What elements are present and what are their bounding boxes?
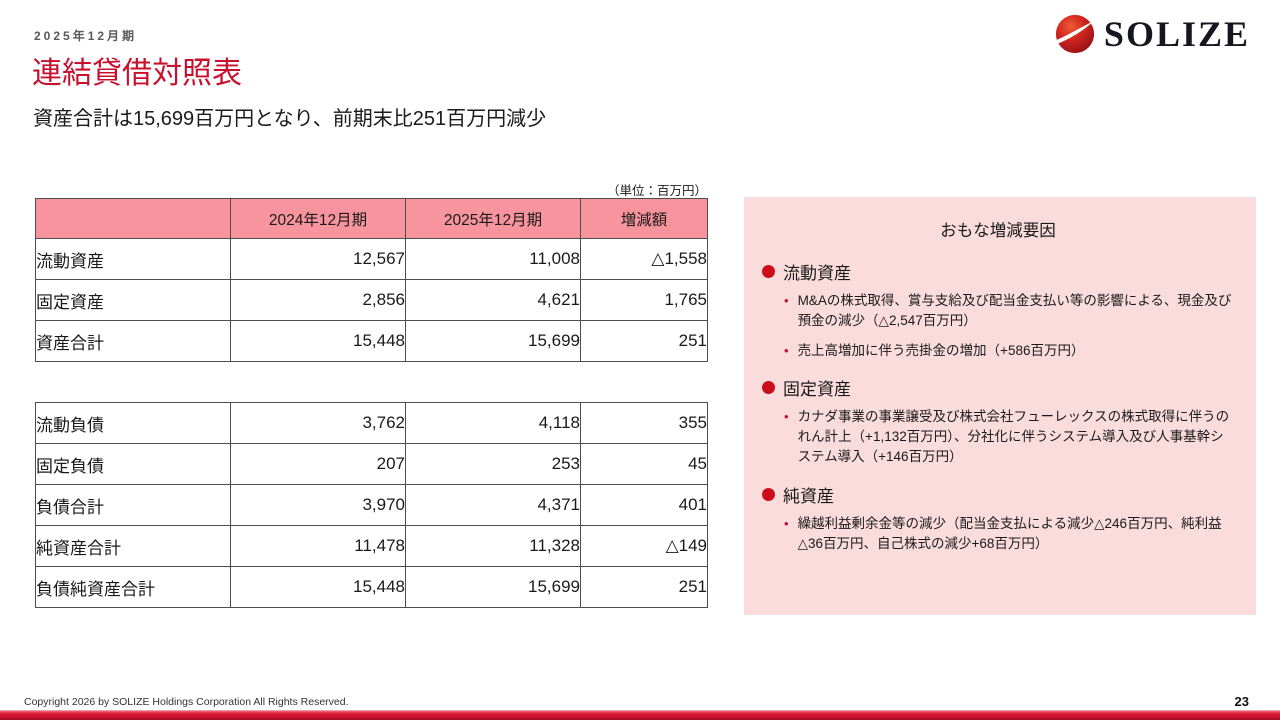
factors-panel-title: おもな増減要因: [940, 222, 1056, 240]
row-label: 負債純資産合計: [35, 566, 231, 608]
change-value: 355: [580, 402, 708, 444]
factor-bullet-text: カナダ事業の事業譲受及び株式会社フューレックスの株式取得に伴うのれん計上（+1,…: [797, 408, 1230, 465]
row-label: 資産合計: [35, 320, 231, 362]
page-number: 23: [1234, 694, 1249, 709]
fy2024-value: 207: [230, 443, 406, 485]
bullet-dot-icon: •: [784, 342, 789, 358]
page-title: 連結貸借対照表: [32, 57, 242, 90]
row-label: 純資産合計: [35, 525, 231, 567]
bottom-accent-bar: [0, 710, 1280, 720]
fy2025-value: 11,328: [405, 525, 581, 567]
change-value: 251: [580, 320, 708, 362]
red-disc-bullet-icon: [762, 265, 775, 278]
col-header-change: 増減額: [580, 198, 708, 239]
fy2024-value: 3,762: [230, 402, 406, 444]
fy2024-value: 12,567: [230, 238, 406, 280]
fy2024-value: 11,478: [230, 525, 406, 567]
table-row: 固定負債 207 253 45: [35, 443, 708, 485]
factor-section-fixed-assets: 固定資産: [762, 375, 1234, 400]
bullet-dot-icon: •: [784, 293, 789, 308]
change-value: 1,765: [580, 279, 708, 321]
table-row: 流動負債 3,762 4,118 355: [35, 402, 708, 444]
fy2025-value: 15,699: [405, 320, 581, 362]
company-logo: SOLIZE: [1054, 13, 1250, 55]
change-value: 401: [580, 484, 708, 526]
factor-bullet: • 売上高増加に伴う売掛金の増加（+586百万円）: [784, 341, 1234, 361]
table-row: 固定資産 2,856 4,621 1,765: [35, 279, 708, 321]
factor-bullet: • M&Aの株式取得、賞与支給及び配当金支払い等の影響による、現金及び預金の減少…: [784, 291, 1234, 332]
fy2024-value: 2,856: [230, 279, 406, 321]
factor-bullet-text: 売上高増加に伴う売掛金の増加（+586百万円）: [797, 342, 1085, 358]
fiscal-period-label: 2025年12月期: [34, 29, 138, 43]
change-value: 45: [580, 443, 708, 485]
factor-bullet-text: 繰越利益剰余金等の減少（配当金支払による減少△246百万円、純利益△36百万円、…: [797, 515, 1222, 551]
factor-bullet-text: M&Aの株式取得、賞与支給及び配当金支払い等の影響による、現金及び預金の減少（△…: [797, 293, 1232, 329]
fy2025-value: 4,118: [405, 402, 581, 444]
row-label: 流動負債: [35, 402, 231, 444]
col-header-blank: [35, 198, 231, 239]
col-header-fy2024: 2024年12月期: [230, 198, 406, 239]
factors-panel: おもな増減要因 流動資産 • M&Aの株式取得、賞与支給及び配当金支払い等の影響…: [744, 197, 1256, 615]
red-disc-bullet-icon: [762, 487, 775, 501]
assets-table: 2024年12月期 2025年12月期 増減額 流動資産 12,567 11,0…: [35, 198, 708, 362]
bullet-dot-icon: •: [784, 515, 789, 531]
fy2025-value: 4,621: [405, 279, 581, 321]
fy2025-value: 11,008: [405, 238, 581, 280]
table-row: 流動資産 12,567 11,008 △1,558: [35, 238, 708, 280]
factor-heading-label: 固定資産: [783, 379, 851, 399]
unit-note: （単位：百万円）: [606, 184, 707, 198]
fy2024-value: 15,448: [230, 566, 406, 608]
table-row: 負債純資産合計 15,448 15,699 251: [35, 566, 708, 608]
factor-section-net-assets: 純資産: [762, 482, 1234, 507]
assets-header-row: 2024年12月期 2025年12月期 増減額: [35, 198, 708, 239]
change-value: △1,558: [580, 238, 708, 280]
liabilities-table: 流動負債 3,762 4,118 355 固定負債 207 253 45 負債合…: [35, 402, 708, 608]
copyright-text: Copyright 2026 by SOLIZE Holdings Corpor…: [24, 696, 349, 708]
solize-sphere-icon: [1054, 13, 1096, 55]
factor-section-current-assets: 流動資産: [762, 259, 1234, 284]
row-label: 固定負債: [35, 443, 231, 485]
factor-bullet: • カナダ事業の事業譲受及び株式会社フューレックスの株式取得に伴うのれん計上（+…: [784, 407, 1234, 468]
page-subtitle: 資産合計は15,699百万円となり、前期末比251百万円減少: [33, 108, 547, 130]
logo-wordmark: SOLIZE: [1103, 14, 1250, 54]
fy2025-value: 4,371: [405, 484, 581, 526]
change-value: △149: [580, 525, 708, 567]
fy2025-value: 15,699: [405, 566, 581, 608]
factor-bullet: • 繰越利益剰余金等の減少（配当金支払による減少△246百万円、純利益△36百万…: [784, 514, 1234, 555]
fy2024-value: 3,970: [230, 484, 406, 526]
table-row: 純資産合計 11,478 11,328 △149: [35, 525, 708, 567]
col-header-fy2025: 2025年12月期: [405, 198, 581, 239]
table-row: 負債合計 3,970 4,371 401: [35, 484, 708, 526]
table-row: 資産合計 15,448 15,699 251: [35, 320, 708, 362]
fy2025-value: 253: [405, 443, 581, 485]
fy2024-value: 15,448: [230, 320, 406, 362]
bullet-dot-icon: •: [784, 408, 789, 424]
change-value: 251: [580, 566, 708, 608]
row-label: 流動資産: [35, 238, 231, 280]
factor-heading-label: 純資産: [783, 486, 834, 506]
row-label: 固定資産: [35, 279, 231, 321]
row-label: 負債合計: [35, 484, 231, 526]
factor-heading-label: 流動資産: [783, 264, 851, 283]
red-disc-bullet-icon: [762, 380, 775, 394]
